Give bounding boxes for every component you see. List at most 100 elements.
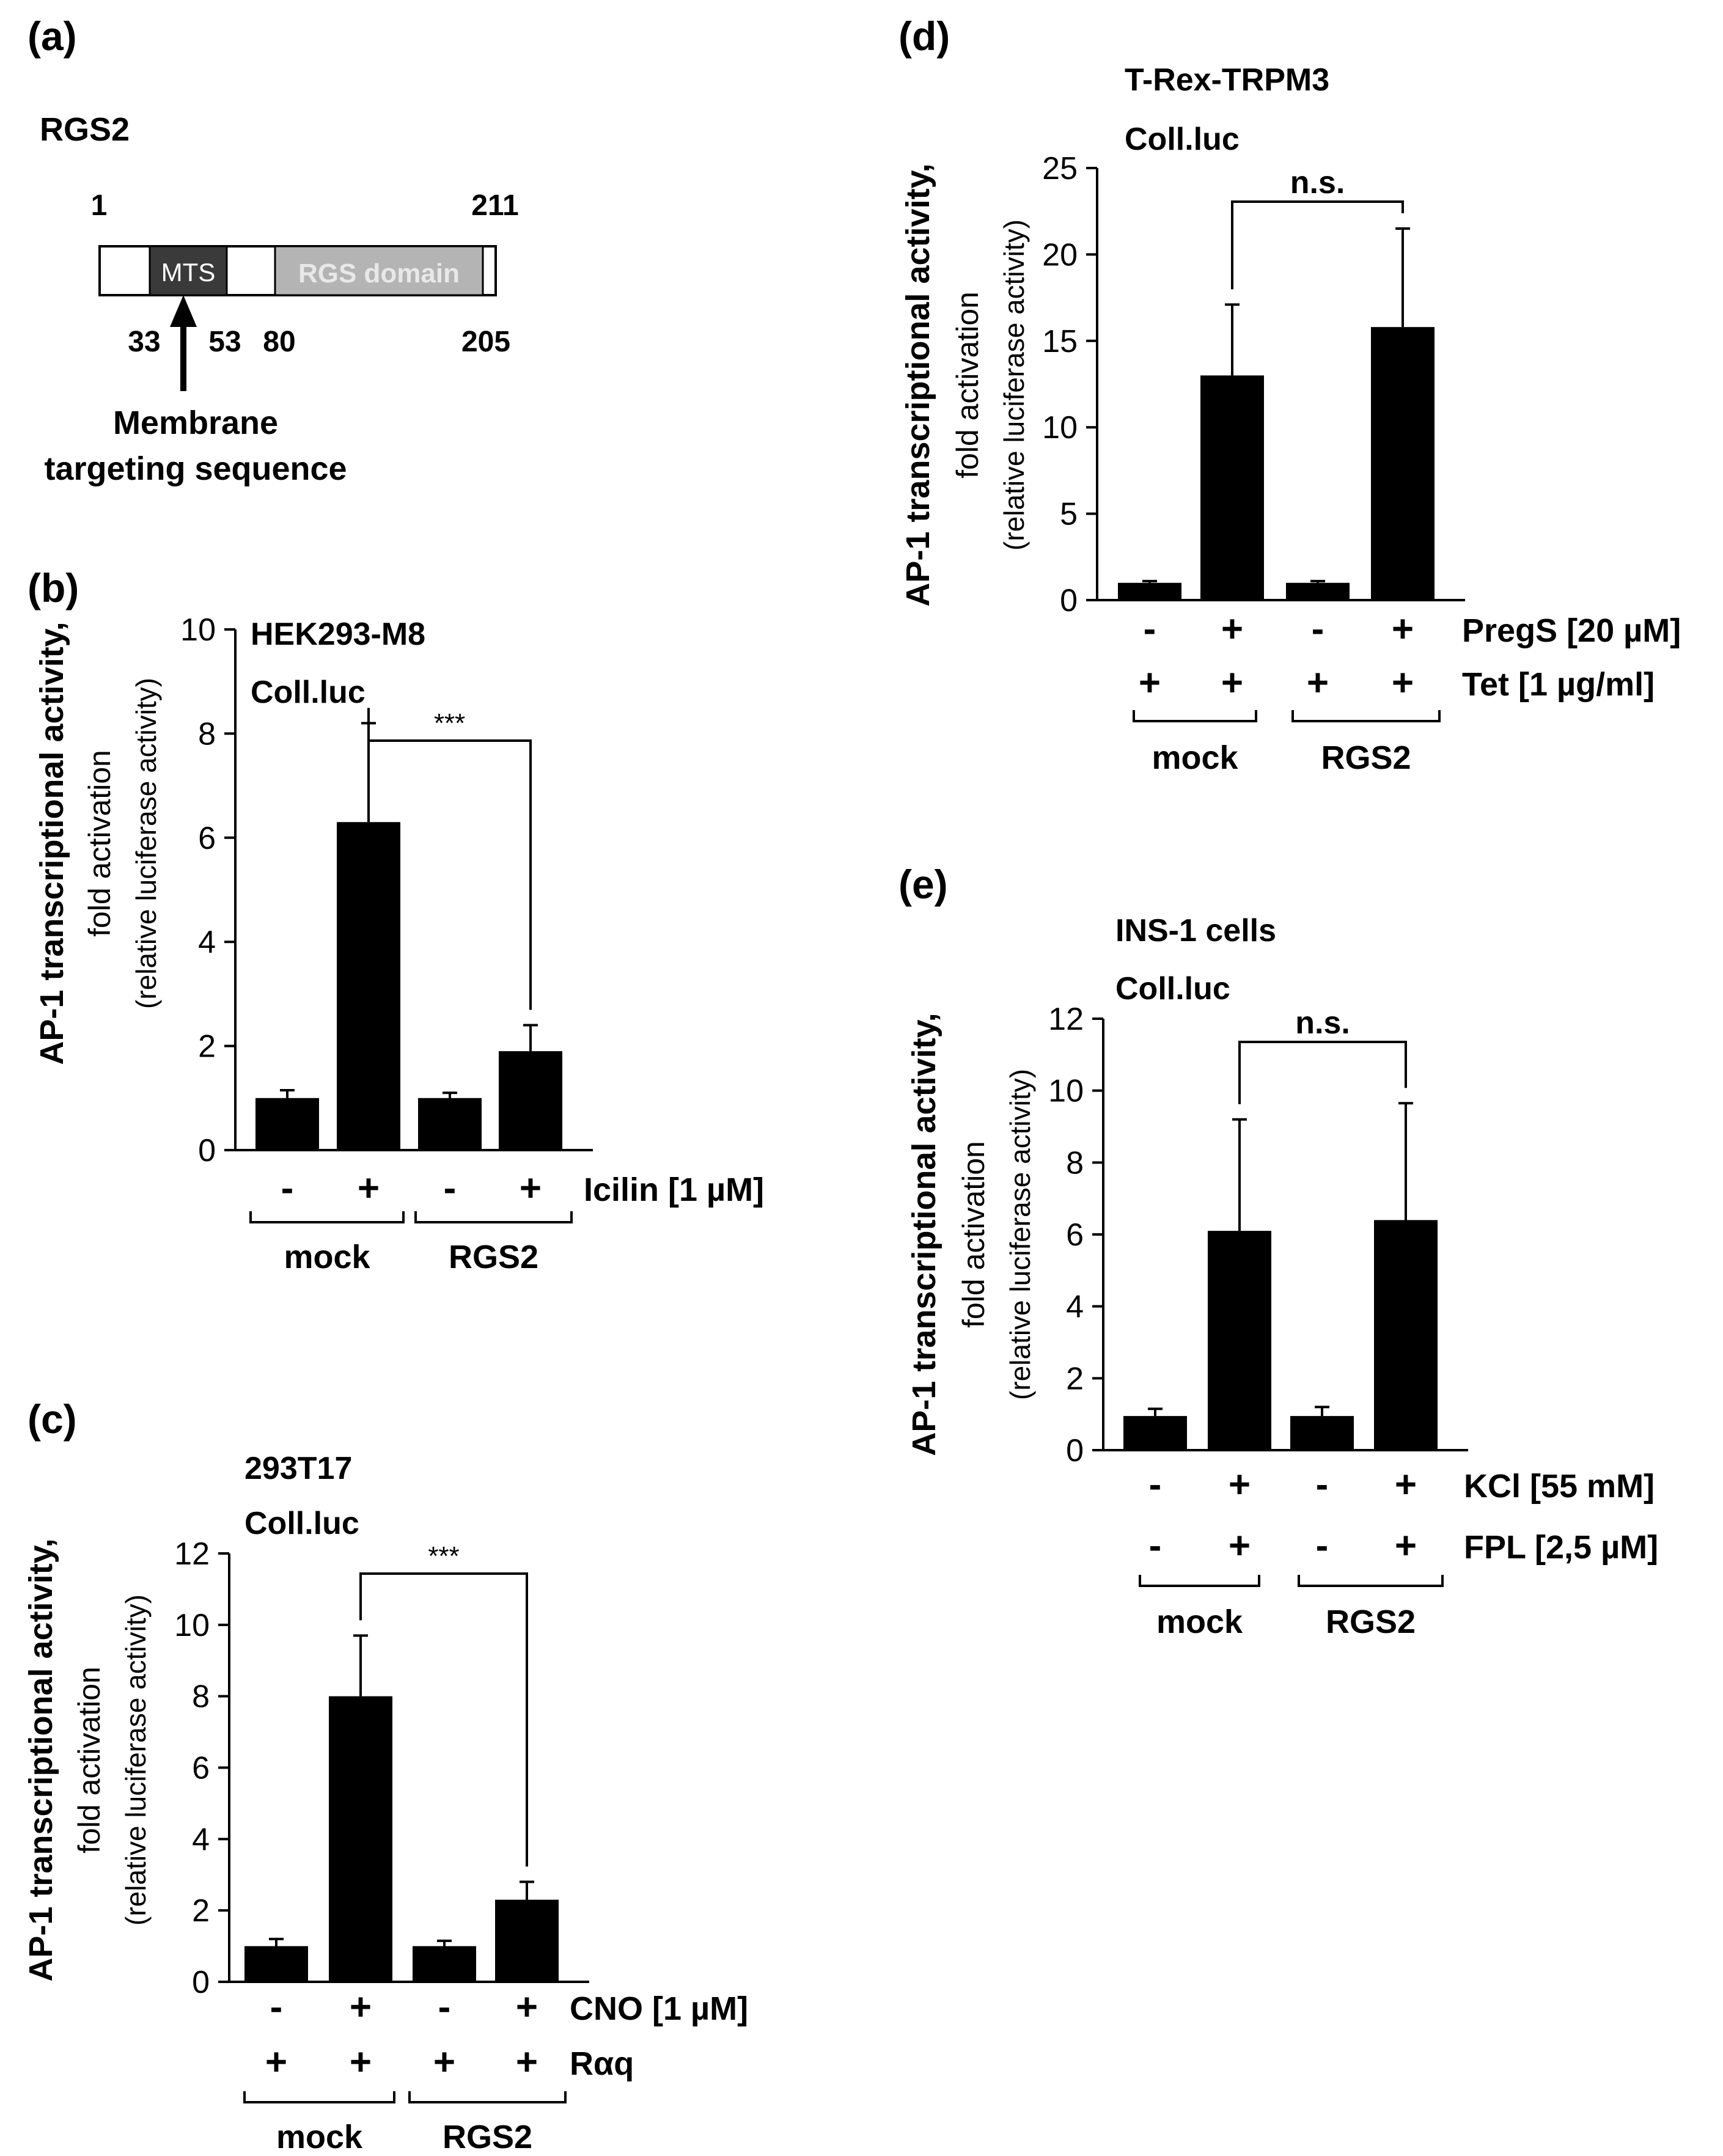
chart-e: 0 2 4 6 8 10 12 AP-1 transcriptional activity, f… [906,1002,1658,1640]
y-tick-label: 8 [198,716,216,752]
annotation-line-2: targeting sequence [44,450,347,487]
group-label: mock [1156,1604,1243,1640]
treatment-sign: + [1229,1525,1251,1567]
treatment-sign: + [1221,608,1243,650]
bar [1290,1416,1354,1450]
panel-a-letter: (a) [28,13,77,59]
group-label: mock [276,2119,363,2155]
y-tick-label: 25 [1042,151,1078,186]
y-tick-label: 5 [1060,497,1078,532]
y-tick-label: 8 [192,1679,210,1715]
significance-bracket [1231,200,1404,290]
treatment-label: Rαq [570,2045,634,2082]
significance-label: n.s. [1295,1005,1350,1041]
y-tick-label: 4 [192,1822,210,1857]
chart-c: 0 2 4 6 8 10 12 AP-1 transcriptional activity, f… [23,1536,748,2155]
annotation-line-1: Membrane [113,405,278,441]
panel-b-cells: HEK293-M8 [251,617,425,652]
chart-b: 0 2 4 6 8 10 AP-1 transcriptional activity, fol… [34,612,764,1275]
y-tick-label: 6 [192,1751,210,1786]
treatment-sign: - [281,1167,294,1209]
y-tick-label: 6 [1066,1217,1084,1253]
treatment-sign: + [520,1167,542,1209]
bar [1286,582,1350,600]
y-tick-label: 4 [198,925,216,960]
group-label: mock [1152,739,1238,776]
bar [1208,1231,1271,1450]
y-axis-label-line-1: AP-1 transcriptional activity, [906,1013,942,1456]
group-label: RGS2 [443,2119,532,2155]
pos-33: 33 [128,326,160,358]
group-label: RGS2 [449,1239,538,1275]
y-axis-label-line-3: (relative luciferase activity) [1004,1069,1036,1400]
treatment-sign: + [1229,1464,1251,1506]
end-position: 211 [471,189,518,222]
treatment-sign: + [265,2041,287,2083]
treatment-sign: - [438,1986,451,2028]
y-tick-label: 12 [1048,1002,1084,1037]
treatment-sign: + [1221,662,1243,704]
y-axis-label-line-2: fold activation [83,750,117,937]
bar [244,1946,308,1982]
treatment-sign: + [1395,1525,1417,1567]
bar [1371,327,1435,600]
y-tick-label: 10 [1042,410,1078,446]
treatment-sign: - [1149,1525,1162,1567]
y-tick-label: 2 [1066,1361,1084,1396]
treatment-label: Tet [1 µg/ml] [1462,666,1655,703]
y-tick-label: 2 [198,1029,216,1065]
treatment-sign: + [350,1986,372,2028]
bar [255,1098,319,1150]
bar [1123,1416,1187,1450]
bar [1374,1220,1438,1450]
rgs-domain-label: RGS domain [298,258,460,288]
treatment-sign: + [1307,662,1329,704]
treatment-label: KCl [55 mM] [1464,1468,1655,1505]
treatment-sign: - [1144,608,1156,650]
y-tick-label: 8 [1066,1145,1084,1181]
y-axis-label-line-2: fold activation [950,292,985,479]
bar [499,1051,562,1150]
y-tick-label: 10 [174,1608,210,1643]
mts-label: MTS [161,258,216,287]
bar [418,1098,482,1150]
y-axis-label-line-2: fold activation [957,1141,991,1328]
protein-name: RGS2 [40,111,130,148]
treatment-sign: + [1395,1464,1417,1506]
y-axis-label-line-3: (relative luciferase activity) [130,678,162,1009]
group-label: RGS2 [1321,739,1411,776]
y-tick-label: 10 [180,612,216,648]
y-axis-label-line-3: (relative luciferase activity) [120,1594,152,1926]
y-tick-label: 4 [1066,1289,1084,1325]
panel-e-letter: (e) [898,862,948,907]
y-tick-label: 10 [1048,1074,1084,1109]
group-bracket [1133,710,1257,722]
bar [337,822,400,1150]
y-tick-label: 0 [1066,1433,1084,1469]
mts-domain [149,245,228,296]
up-arrow-icon [170,295,197,391]
treatment-label: Icilin [1 µM] [584,1172,764,1208]
bar [329,1696,392,1982]
panel-b-reporter: Coll.luc [251,675,366,710]
group-bracket [1298,1575,1444,1587]
y-tick-label: 12 [174,1536,210,1572]
pos-53: 53 [208,326,241,358]
panel-d-letter: (d) [898,13,950,59]
y-axis-label-line-3: (relative luciferase activity) [998,219,1030,551]
treatment-sign: - [444,1167,457,1209]
y-axis-label-line-1: AP-1 transcriptional activity, [34,622,70,1065]
treatment-sign: + [358,1167,380,1209]
treatment-sign: + [350,2041,372,2083]
treatment-label: CNO [1 µM] [570,1990,748,2027]
bar [413,1946,476,1982]
y-tick-label: 0 [1060,583,1078,618]
y-axis-label-line-1: AP-1 transcriptional activity, [23,1538,59,1981]
panel-a-domain-diagram: (a) RGS2 1 211 MTS RGS domain 33 53 80 2… [28,13,519,487]
y-tick-label: 15 [1042,324,1078,359]
bar [1118,582,1181,600]
bar-charts: 0 2 4 6 8 10 AP-1 transcriptional activity, fol… [23,151,1681,2155]
panel-c-reporter: Coll.luc [244,1506,359,1541]
panel-c-cells: 293T17 [244,1451,352,1486]
significance-bracket [1238,1041,1407,1104]
